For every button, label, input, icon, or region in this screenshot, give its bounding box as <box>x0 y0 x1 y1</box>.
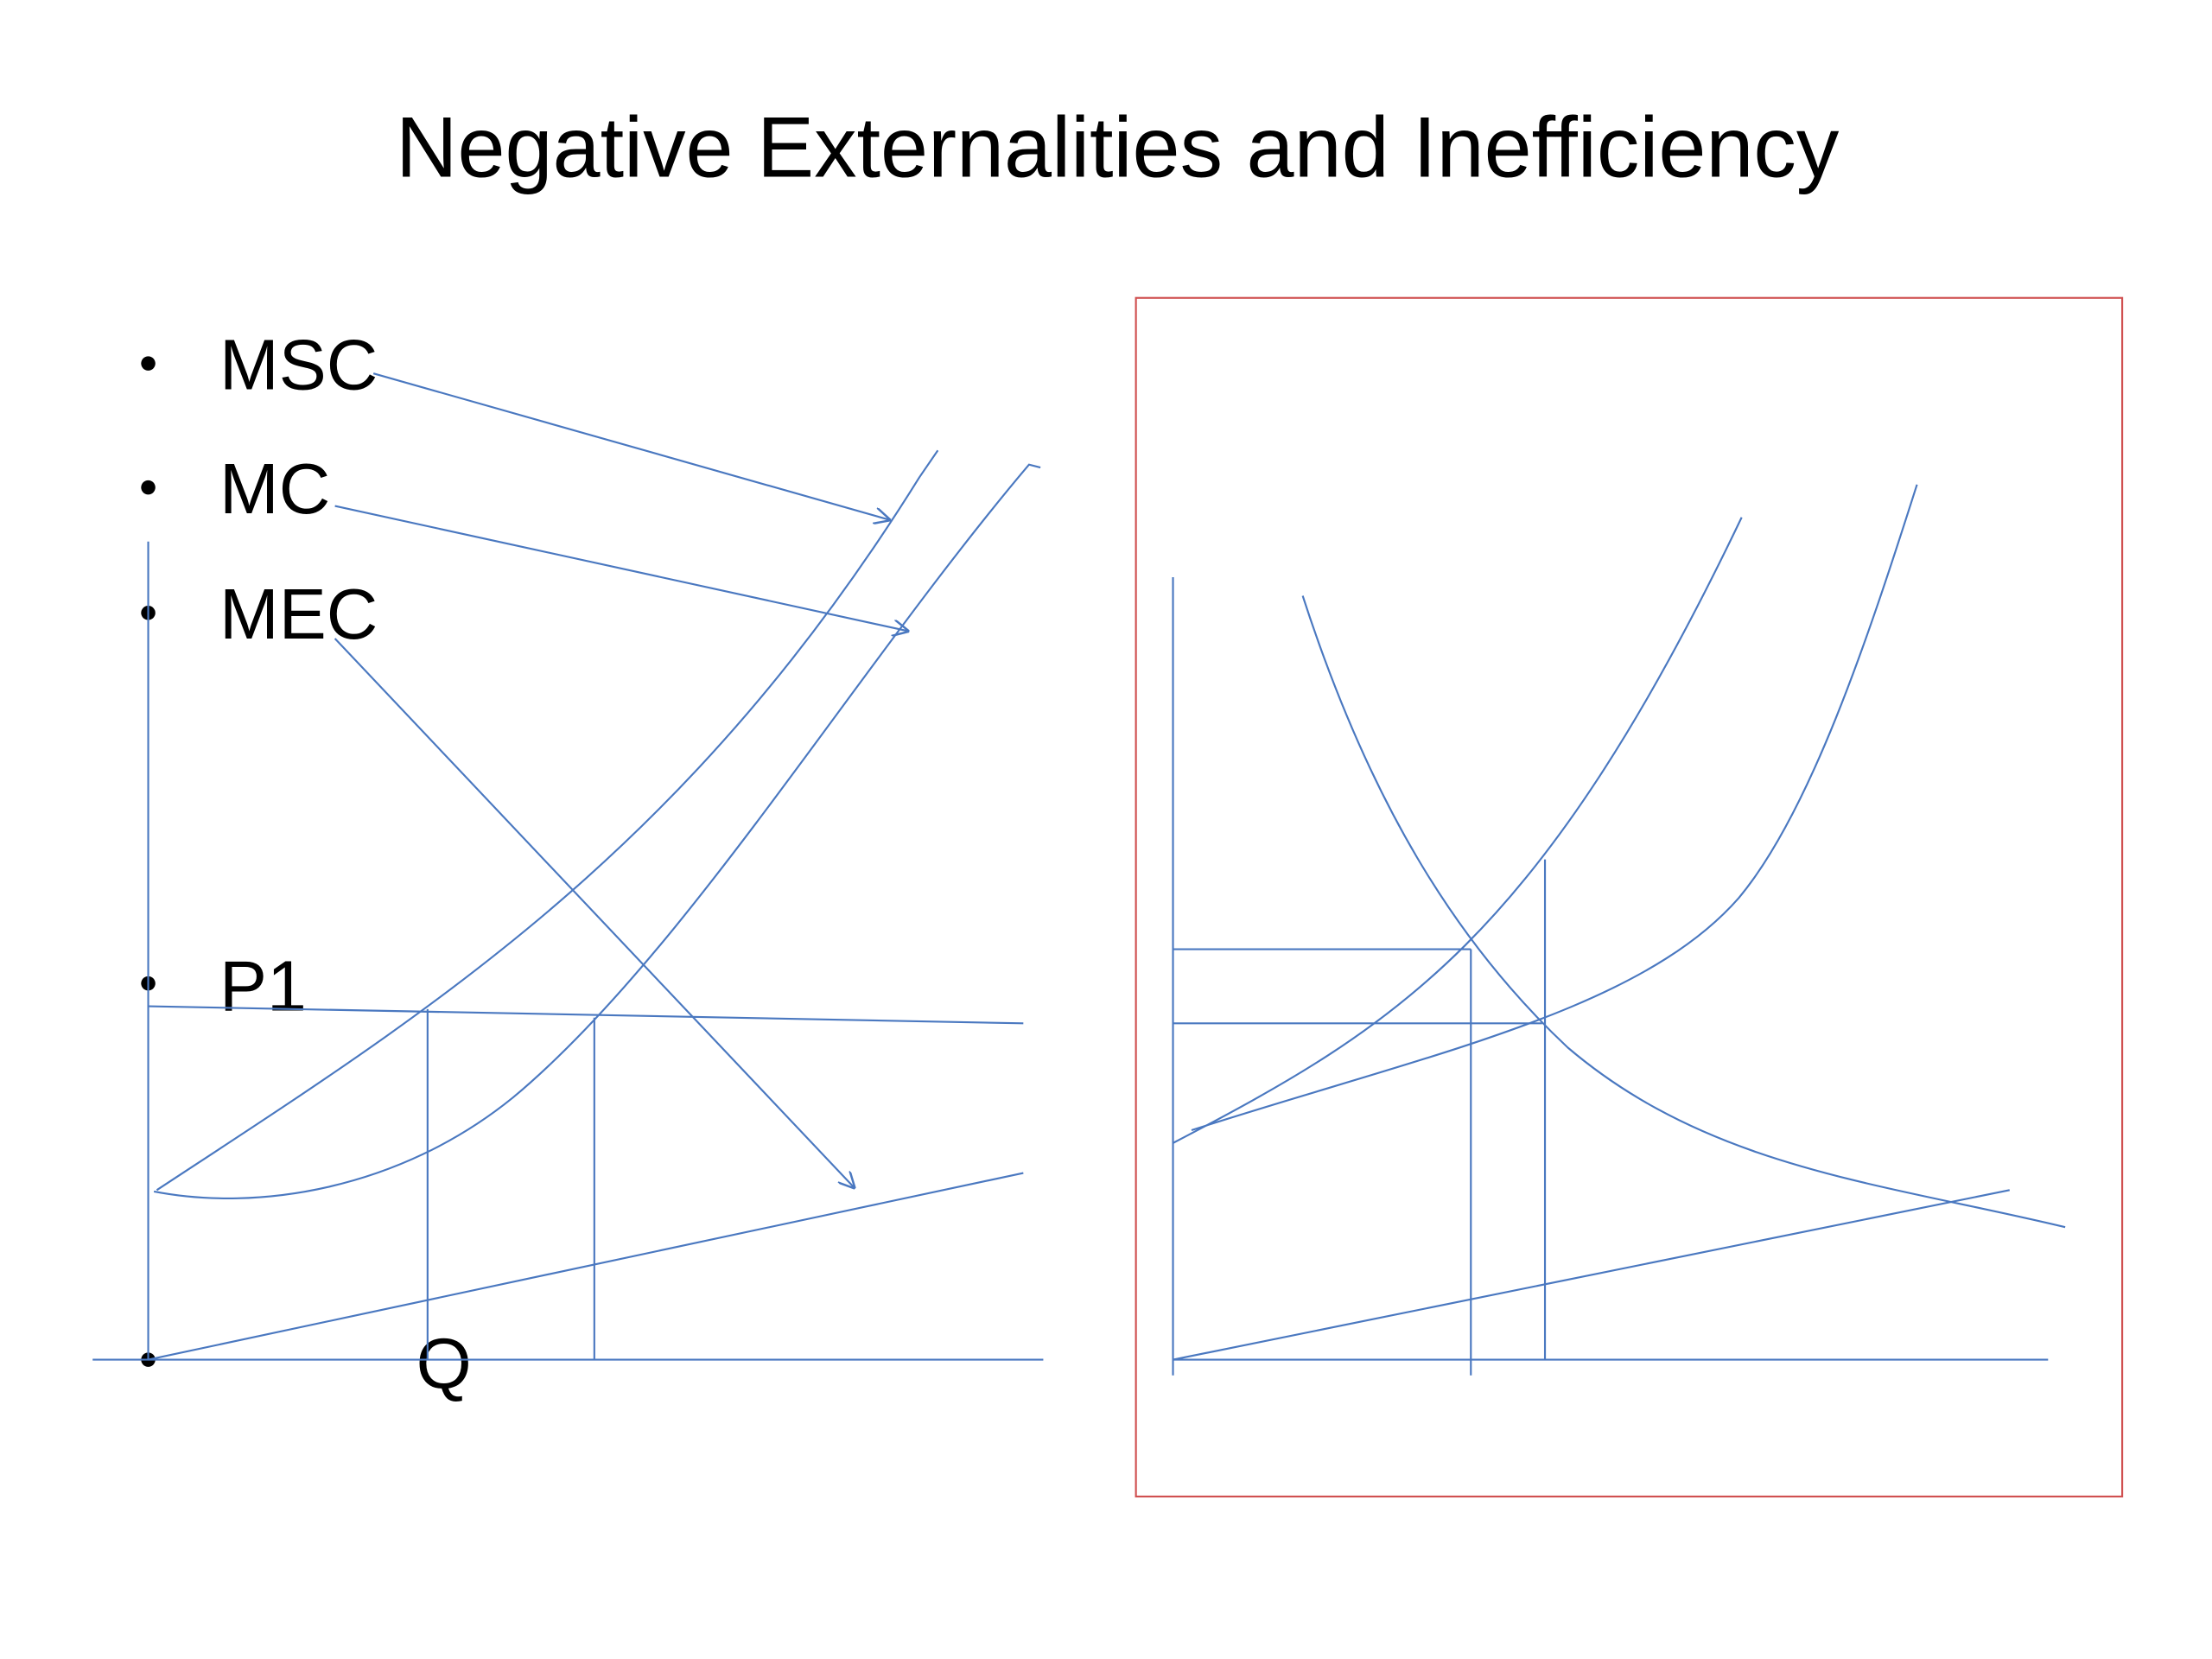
mec-line <box>1173 1189 2010 1361</box>
frame <box>1135 296 2124 1498</box>
demand-curve <box>1301 595 2066 1229</box>
arrow <box>334 505 910 632</box>
bullet-text: MC <box>219 449 330 529</box>
bullet-list: MSC MC MEC P1 Q <box>141 325 472 1404</box>
mec-line <box>148 1172 1024 1361</box>
arrow <box>334 638 855 1189</box>
msc-curve <box>1173 517 1743 1144</box>
slide-title: Negative Externalities and Inefficiency <box>396 99 1840 195</box>
bullet-dot <box>141 356 156 371</box>
arrow <box>372 372 891 520</box>
bullet-text: P1 <box>219 946 307 1026</box>
mc-curve <box>1191 484 1918 1132</box>
right-diagram <box>1135 296 2124 1498</box>
bullet-text: MSC <box>219 325 378 404</box>
bullet-dot <box>141 480 156 495</box>
msc-curve <box>156 449 939 1192</box>
bullet-text: Q <box>416 1325 472 1404</box>
left-diagram <box>92 372 1044 1361</box>
bullet-text: MEC <box>219 575 378 654</box>
price-line <box>148 1005 1024 1025</box>
